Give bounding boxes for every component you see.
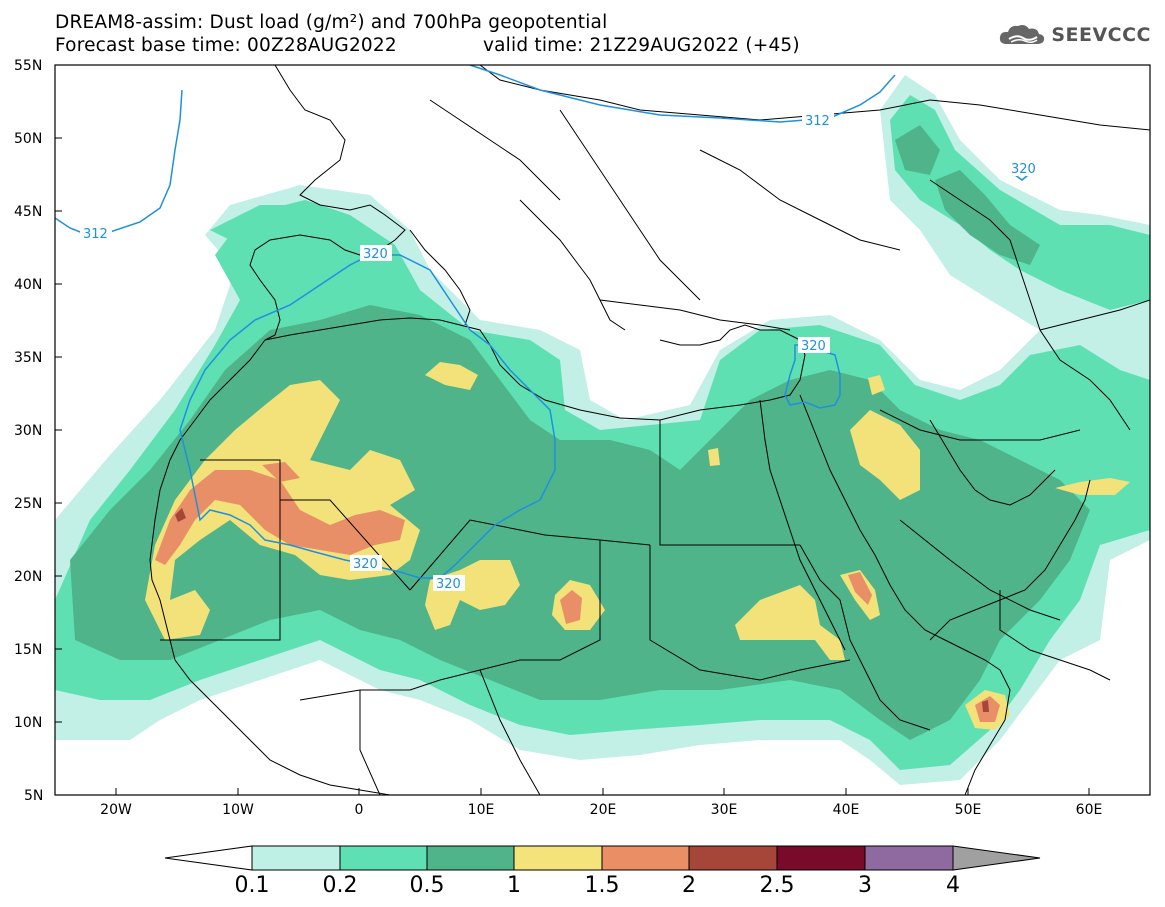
legend-threshold: 2.5 [760,873,795,898]
contour-label-320-sahara: 320 [353,557,378,572]
legend-swatch [864,845,954,871]
legend-swatch [601,845,690,871]
dust-band-1-syria [868,375,885,395]
legend-bar [164,845,1041,871]
seevccc-logo: SEEVCCC [997,22,1151,48]
lon-label: 20E [590,802,617,818]
legend-swatch [339,845,428,871]
legend-lower-arrow [164,845,253,871]
contour-320-caspian [1014,174,1029,181]
legend-threshold: 1 [507,873,521,898]
coastlines [149,65,1150,795]
dust-band-1-5-red-sea [848,572,872,605]
contour-label-312-north: 312 [805,114,830,129]
lon-label: 50E [955,802,982,818]
dust-fields [55,75,1150,785]
latitude-axis: 55N 50N 45N 40N 35N 30N 25N 20N 15N 10N … [14,58,62,804]
contour-label-320-caspian: 320 [1011,162,1036,177]
legend-threshold: 0.1 [235,873,270,898]
legend-swatch [776,845,866,871]
contour-label-group: 312 312 320 320 320 320 320 [80,112,1040,592]
dust-band-2-somalia [982,700,989,712]
contour-label-320-north: 320 [363,247,388,262]
dust-band-1-arabia [850,410,920,500]
legend-swatch [513,845,603,871]
lon-label: 30E [711,802,738,818]
lat-label: 45N [14,204,42,220]
lat-label: 50N [14,131,42,147]
lat-label: 40N [14,277,42,293]
lat-label: 10N [14,715,42,731]
legend-threshold: 0.5 [410,873,445,898]
valid-time: valid time: 21Z29AUG2022 (+45) [483,35,800,56]
lon-label: 10E [468,802,495,818]
lon-label: 0 [355,802,364,818]
contour-label-312-west: 312 [83,227,108,242]
logo-text: SEEVCCC [1051,24,1151,46]
dust-band-2 [175,508,186,522]
cloud-logo-icon [1000,25,1045,44]
lat-label: 20N [14,569,42,585]
dust-band-1-mali [708,448,720,466]
geopotential-contours [55,65,1029,579]
lon-label: 20W [100,802,132,818]
map-title: DREAM8-assim: Dust load (g/m²) and 700hP… [55,12,608,33]
lat-label: 25N [14,496,42,512]
dust-band-1-oman [1055,478,1130,495]
lat-label: 5N [24,788,43,804]
legend-threshold: 2 [682,873,696,898]
legend-labels: 0.1 0.2 0.5 1 1.5 2 2.5 3 4 [235,873,961,898]
dust-band-0-5-caspian [935,170,1040,265]
legend-threshold: 4 [946,873,960,898]
contour-312-north [469,65,896,123]
lon-label: 10W [222,802,254,818]
contour-320-sahara [179,254,556,579]
dust-band-1-5-morocco [262,462,300,482]
legend-swatch [688,845,778,871]
legend-threshold: 0.2 [323,873,358,898]
legend-swatch [426,845,515,871]
lat-label: 35N [14,350,42,366]
dust-band-0-2-north [890,95,1150,310]
lon-label: 60E [1076,802,1103,818]
legend-swatch [251,845,341,871]
contour-label-320-levant: 320 [801,339,826,354]
legend-threshold: 3 [858,873,872,898]
dust-band-1-tunisia [425,362,478,390]
lat-label: 15N [14,642,42,658]
longitude-axis: 20W 10W 0 10E 20E 30E 40E 50E 60E [100,788,1102,818]
dust-band-0-5-north [895,125,940,175]
dust-band-1-sudan [735,585,845,660]
dust-band-1-5-chad [560,590,582,624]
contour-label-320-niger: 320 [436,577,461,592]
lat-label: 30N [14,423,42,439]
legend-upper-arrow [952,845,1041,871]
lon-label: 40E [833,802,860,818]
lat-label: 55N [14,58,42,74]
legend-threshold: 1.5 [585,873,620,898]
contour-312-west [55,89,183,235]
dust-band-0-2-balearic [210,205,345,255]
forecast-base-time: Forecast base time: 00Z28AUG2022 [55,35,397,56]
